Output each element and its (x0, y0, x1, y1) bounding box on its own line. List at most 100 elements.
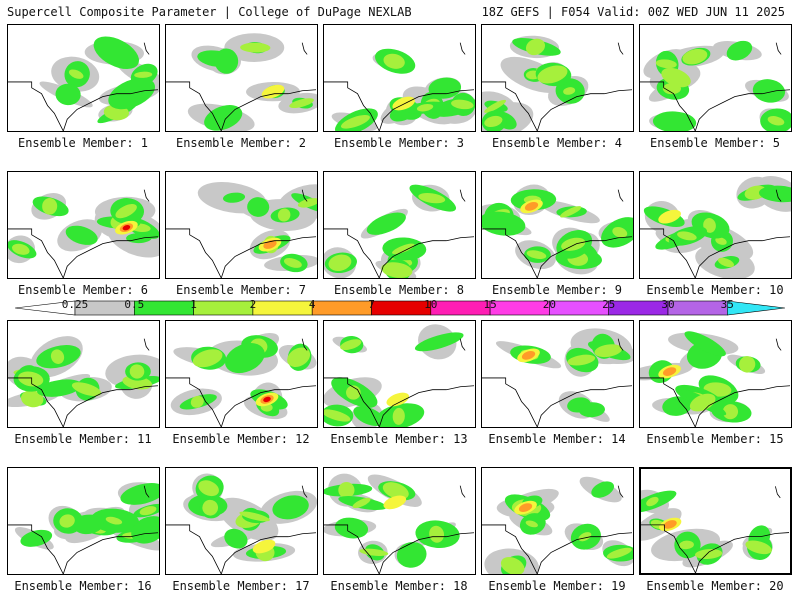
island-outline (143, 42, 150, 55)
ensemble-map-panel[interactable] (165, 467, 318, 575)
field-contour (524, 201, 539, 211)
state-border-line (324, 228, 380, 278)
field-contour (225, 343, 265, 374)
map-canvas (482, 35, 633, 131)
field-contour (418, 193, 446, 204)
island-outline (775, 338, 782, 351)
field-contour (695, 549, 723, 559)
field-contour (272, 495, 309, 520)
colorbar-tick-label: 1 (190, 298, 197, 311)
island-outline (617, 485, 624, 498)
field-layer (197, 182, 317, 273)
field-contour (105, 516, 123, 525)
ensemble-member-label: Ensemble Member: 10 (646, 283, 784, 297)
state-border-line (641, 524, 696, 573)
ensemble-map-panel[interactable] (481, 24, 634, 132)
map-canvas (166, 332, 317, 427)
coastline (220, 236, 317, 278)
colorbar-segment (430, 300, 491, 316)
colorbar-tick-label: 25 (602, 298, 616, 311)
field-contour (745, 540, 772, 555)
colorbar-tick-label: 0.5 (124, 298, 145, 311)
field-contour (247, 197, 270, 217)
field-contour (287, 347, 311, 368)
field-contour (240, 42, 271, 53)
field-contour (74, 515, 104, 535)
ensemble-map-panel[interactable] (165, 24, 318, 132)
field-contour (297, 198, 317, 208)
field-contour (198, 480, 219, 497)
island-outline (143, 189, 150, 202)
ensemble-member-label: Ensemble Member: 8 (333, 283, 465, 297)
field-layer (484, 476, 633, 574)
field-contour (662, 396, 692, 416)
colorbar-segment (667, 300, 728, 316)
map-canvas (8, 336, 159, 427)
map-canvas (482, 184, 633, 278)
ensemble-map-panel[interactable] (481, 320, 634, 428)
ensemble-map-panel[interactable] (639, 24, 792, 132)
ensemble-map-panel[interactable] (639, 467, 792, 575)
colorbar-tick-label: 0.25 (61, 298, 89, 311)
field-contour (484, 99, 507, 113)
field-contour (21, 390, 44, 408)
ensemble-map-panel[interactable] (639, 320, 792, 428)
map-canvas (324, 473, 475, 574)
field-contour (93, 36, 139, 70)
map-canvas (8, 482, 159, 574)
coastline (62, 532, 159, 574)
ensemble-map-panel[interactable] (481, 171, 634, 279)
field-contour (767, 116, 785, 126)
field-contour (222, 192, 246, 203)
state-border-line (640, 377, 696, 427)
field-contour (561, 237, 586, 251)
state-border-line (166, 81, 222, 131)
map-canvas (166, 473, 317, 574)
field-layer (324, 473, 460, 568)
island-outline (617, 42, 624, 55)
colorbar-segment (608, 300, 669, 316)
ensemble-map-panel[interactable] (639, 171, 792, 279)
field-contour (537, 65, 568, 84)
ensemble-map-panel[interactable] (7, 24, 160, 132)
colorbar-tick-label: 4 (308, 298, 316, 311)
island-outline (459, 338, 466, 351)
map-canvas (640, 331, 791, 427)
field-layer (39, 36, 159, 124)
ensemble-map-panel[interactable] (323, 171, 476, 279)
island-outline (775, 42, 782, 55)
ensemble-map-panel[interactable] (7, 467, 160, 575)
map-canvas (482, 476, 633, 574)
field-contour (289, 98, 314, 108)
ensemble-map-panel[interactable] (7, 171, 160, 279)
colorbar (15, 300, 785, 316)
field-contour (521, 350, 536, 360)
field-contour (578, 402, 605, 418)
coastline (62, 385, 159, 427)
ensemble-map-panel[interactable] (481, 467, 634, 575)
field-contour (50, 349, 65, 364)
colorbar-tick-label: 15 (483, 298, 497, 311)
ensemble-map-panel[interactable] (165, 171, 318, 279)
state-border-line (8, 524, 64, 574)
field-contour (429, 525, 445, 543)
ensemble-map-panel[interactable] (165, 320, 318, 428)
field-contour (59, 514, 75, 528)
ensemble-map-panel[interactable] (7, 320, 160, 428)
island-outline (617, 189, 624, 202)
field-contour (560, 206, 582, 218)
ensemble-map-panel[interactable] (323, 320, 476, 428)
ensemble-map-panel[interactable] (323, 24, 476, 132)
field-layer (495, 328, 633, 422)
state-border-line (166, 228, 222, 278)
field-layer (170, 332, 317, 420)
field-contour (239, 511, 270, 522)
field-contour (392, 243, 415, 255)
coastline (695, 532, 790, 573)
colorbar-segment (371, 300, 432, 316)
state-border-line (482, 524, 538, 574)
field-contour (71, 382, 102, 397)
ensemble-map-panel[interactable] (323, 467, 476, 575)
island-outline (143, 338, 150, 351)
state-border-line (8, 228, 64, 278)
